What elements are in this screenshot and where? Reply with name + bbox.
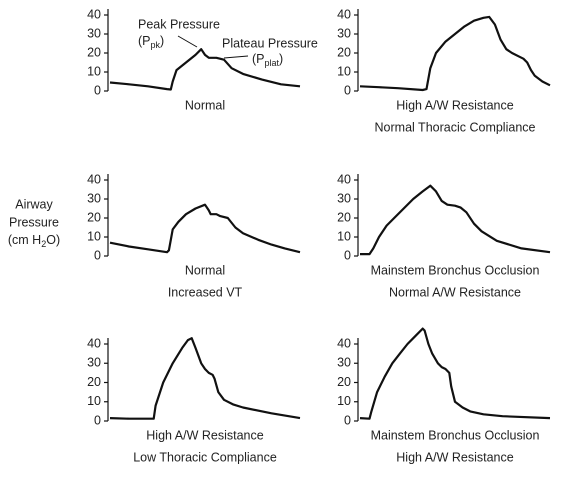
annotation-pointer [177, 35, 198, 48]
y-tick-label: 0 [94, 83, 101, 97]
caption: Mainstem Bronchus Occlusion [371, 428, 540, 442]
label-part: (P [252, 52, 265, 66]
label-part: O) [46, 233, 60, 247]
pressure-curve [109, 203, 301, 254]
caption: High A/W Resistance [146, 428, 263, 442]
caption: High A/W Resistance [396, 450, 513, 464]
y-tick-label: 40 [87, 7, 101, 21]
y-tick-label: 40 [337, 7, 351, 21]
y-tick-label: 0 [344, 248, 351, 262]
label-subscript: 2 [41, 239, 46, 249]
y-tick-label: 20 [87, 45, 101, 59]
label-part: ) [160, 34, 164, 48]
label: (Ppk) [138, 34, 164, 50]
annotation-pointer [223, 55, 249, 59]
y-tick-label: 10 [87, 394, 101, 408]
y-tick-label: 10 [87, 64, 101, 78]
caption: Normal [185, 98, 225, 112]
label: (Pplat) [252, 52, 283, 68]
y-tick-label: 20 [337, 210, 351, 224]
caption: Normal A/W Resistance [389, 285, 521, 299]
label-subscript: pk [151, 40, 161, 50]
caption: Mainstem Bronchus Occlusion [371, 263, 540, 277]
y-tick-label: 30 [337, 356, 351, 370]
y-tick-label: 30 [337, 26, 351, 40]
y-tick-label: 10 [337, 394, 351, 408]
caption: Normal Thoracic Compliance [375, 120, 536, 134]
y-tick-label: 20 [337, 45, 351, 59]
caption: High A/W Resistance [396, 98, 513, 112]
y-tick-label: 10 [337, 64, 351, 78]
y-tick-label: 30 [337, 191, 351, 205]
label-subscript: plat [265, 58, 280, 68]
y-axis-label: Pressure [9, 215, 59, 229]
y-tick-label: 30 [87, 191, 101, 205]
label-part: ) [279, 52, 283, 66]
label-part: (cm H [8, 233, 41, 247]
y-tick-label: 40 [87, 172, 101, 186]
y-tick-label: 40 [87, 336, 101, 350]
caption: Low Thoracic Compliance [133, 450, 277, 464]
y-tick-label: 0 [94, 248, 101, 262]
annotation: Plateau Pressure [222, 36, 318, 50]
y-tick-label: 10 [337, 229, 351, 243]
pressure-curve [360, 184, 551, 256]
pressure-curve [359, 327, 551, 420]
y-tick-label: 30 [87, 356, 101, 370]
caption: Increased VT [168, 285, 243, 299]
y-tick-label: 20 [87, 210, 101, 224]
pressure-curve [359, 15, 551, 92]
y-tick-label: 20 [337, 375, 351, 389]
label: (cm H2O) [8, 233, 60, 249]
annotation: Peak Pressure [138, 17, 220, 31]
y-tick-label: 0 [344, 83, 351, 97]
y-axis-label: Airway [15, 197, 53, 211]
pressure-curve [109, 337, 301, 420]
y-tick-label: 40 [337, 172, 351, 186]
y-tick-label: 0 [344, 413, 351, 427]
y-tick-label: 10 [87, 229, 101, 243]
label-part: (P [138, 34, 151, 48]
caption: Normal [185, 263, 225, 277]
pressure-curve [109, 48, 301, 91]
y-tick-label: 20 [87, 375, 101, 389]
y-tick-label: 40 [337, 336, 351, 350]
y-tick-label: 0 [94, 413, 101, 427]
y-tick-label: 30 [87, 26, 101, 40]
